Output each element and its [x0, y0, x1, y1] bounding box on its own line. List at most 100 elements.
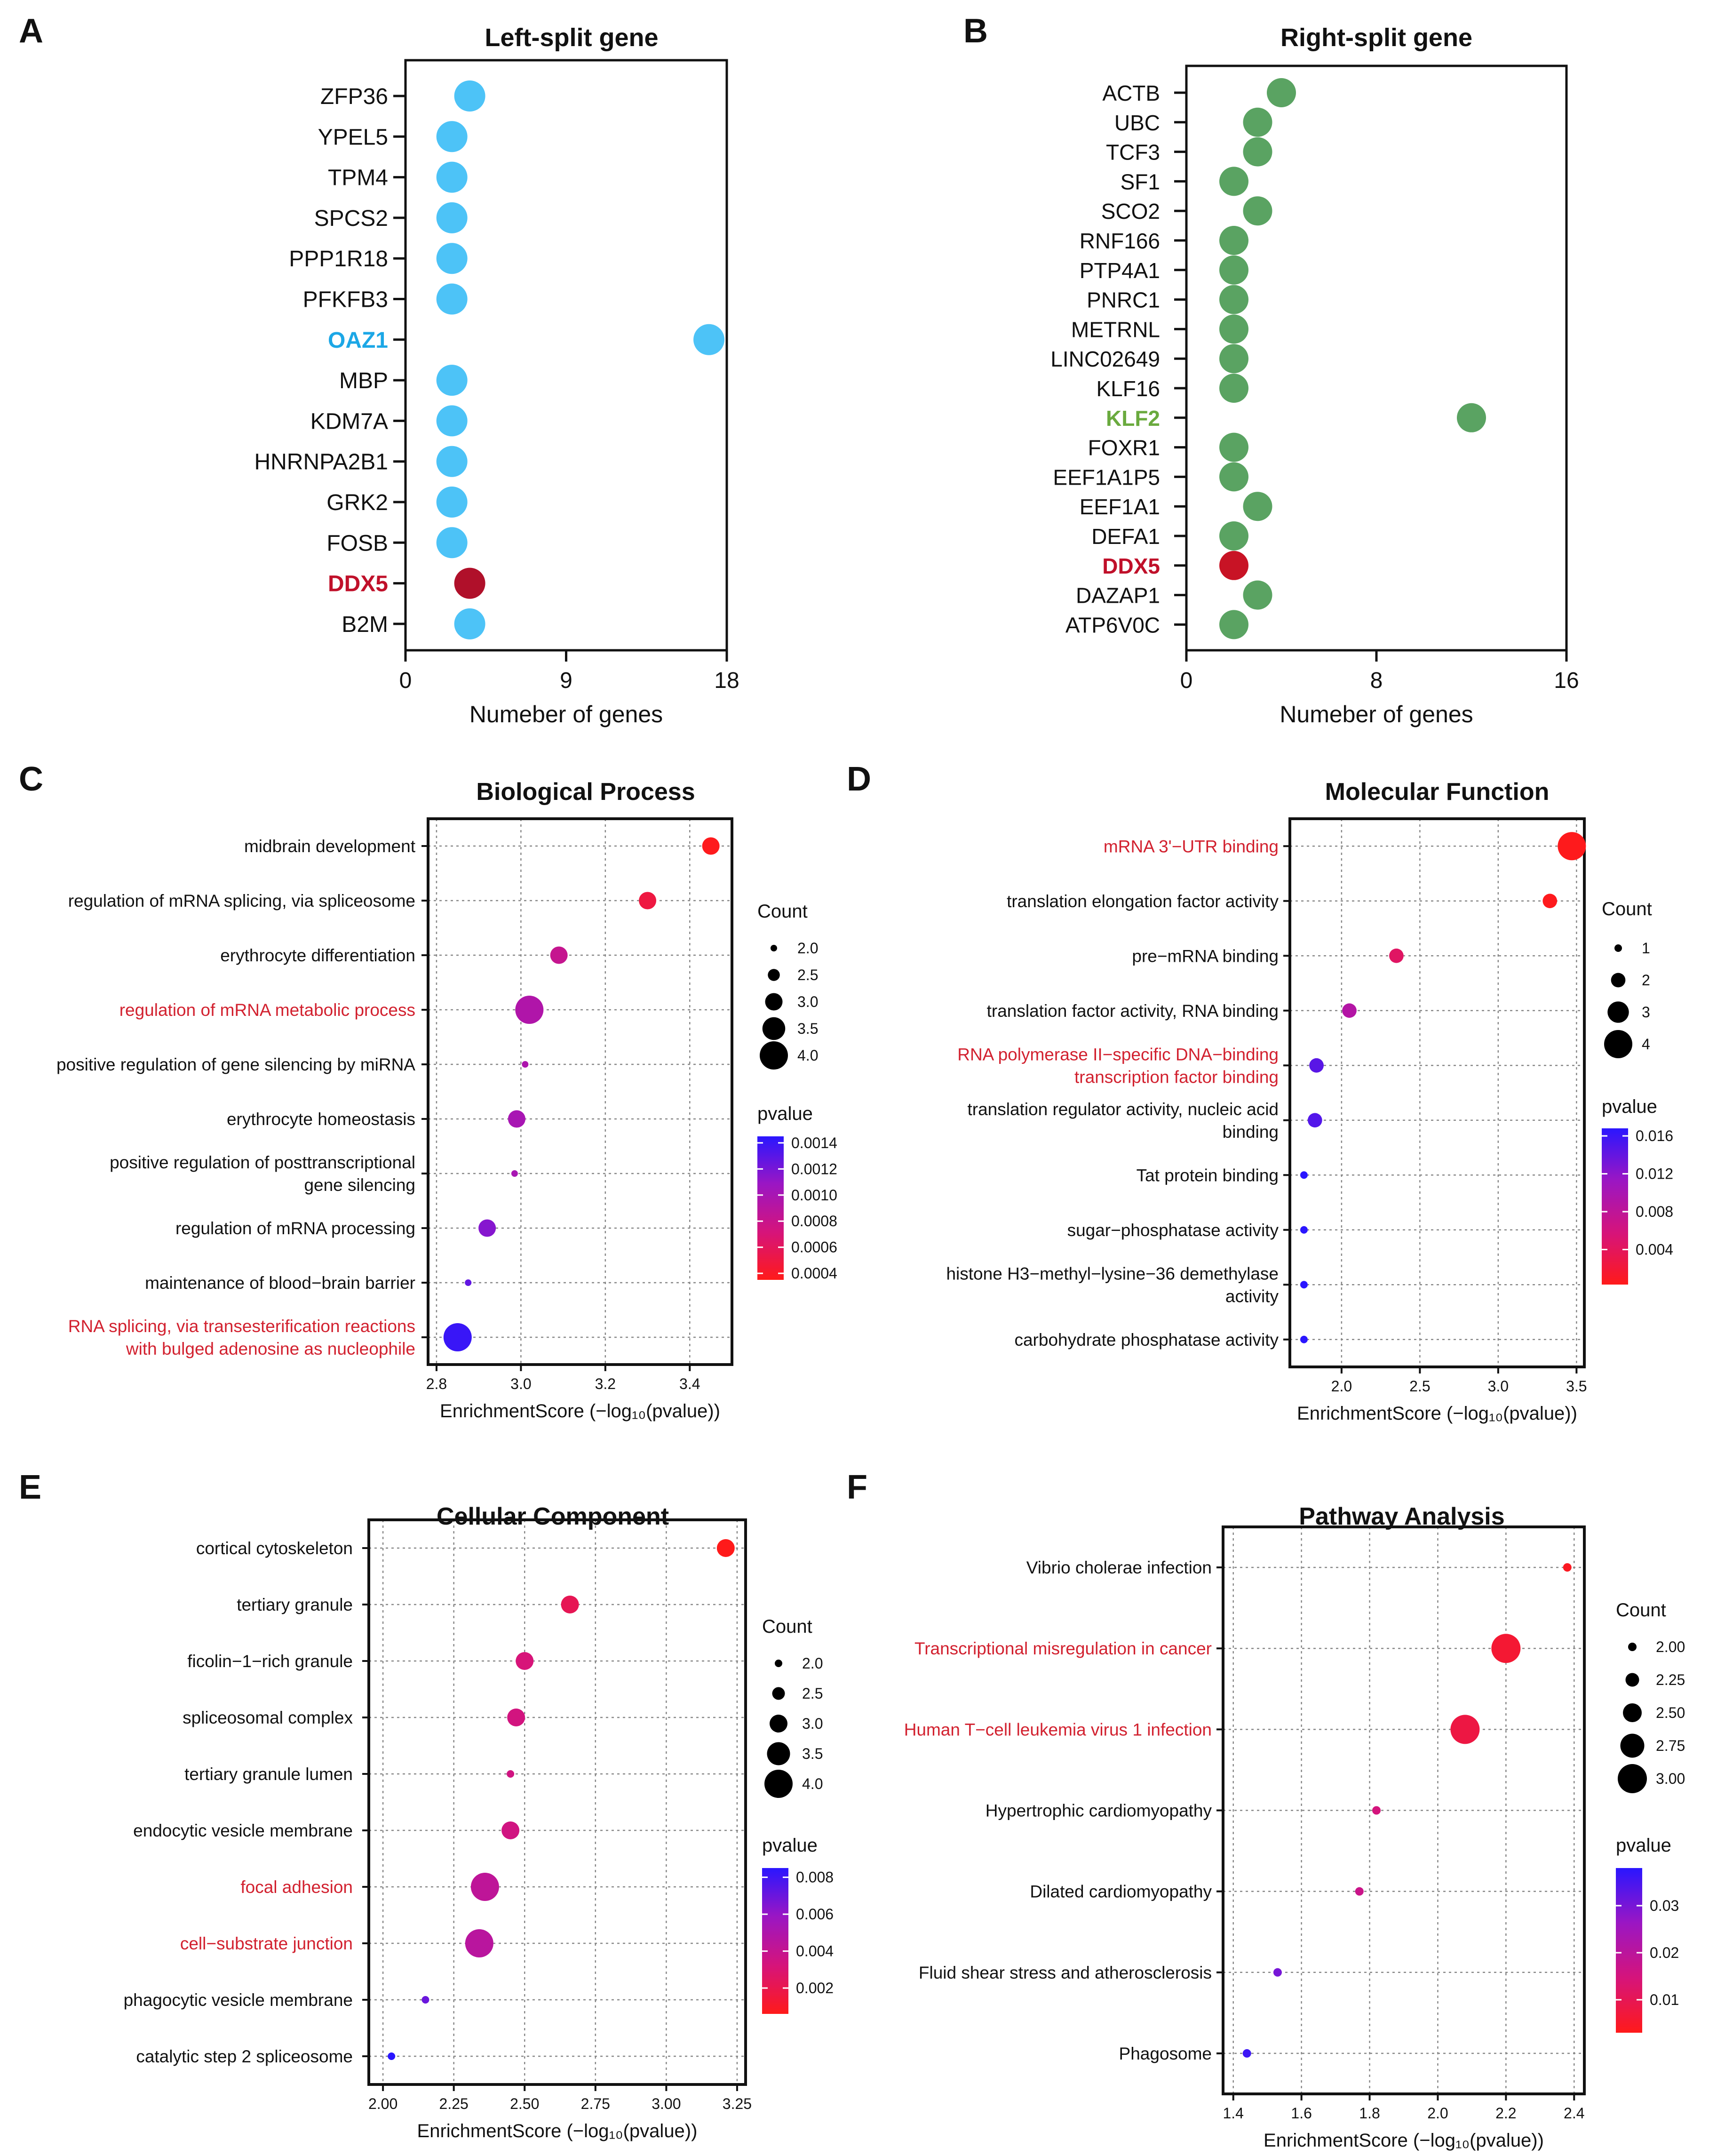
- data-dot: [1219, 285, 1248, 314]
- y-tick-label: HNRNPA2B1: [254, 450, 388, 475]
- count-legend-label: 2.00: [1656, 1638, 1685, 1655]
- plot-frame: [1288, 817, 1586, 1368]
- data-dot: [454, 80, 485, 112]
- y-tick-label: SPCS2: [314, 206, 388, 231]
- data-dot: [436, 202, 468, 233]
- y-tick-label: sugar−phosphatase activity: [1067, 1221, 1279, 1240]
- count-legend-dot: [1618, 1764, 1647, 1793]
- dotplot-a: Left-split gene 0 9 18 Numeber of genes ZFP36…: [254, 24, 739, 727]
- data-bubble: [470, 1873, 499, 1901]
- x-tick-label: 2.0: [1331, 1378, 1352, 1395]
- y-tick-label: DAZAP1: [1076, 583, 1160, 608]
- y-tick-label: endocytic vesicle membrane: [133, 1821, 353, 1840]
- count-legend-dot: [770, 1715, 787, 1733]
- x-tick-label: 3.0: [510, 1375, 531, 1392]
- count-legend-title: Count: [757, 901, 808, 922]
- x-tick-label: 1.8: [1359, 2105, 1380, 2122]
- y-tick-label: positive regulation of posttranscription…: [110, 1153, 415, 1172]
- y-tick-label: EEF1A1: [1080, 495, 1160, 519]
- y-tick-label: MBP: [339, 368, 388, 393]
- count-legend-label: 3.5: [802, 1745, 823, 1762]
- data-dot: [1219, 167, 1248, 196]
- colorbar-tick-label: 0.004: [796, 1943, 834, 1960]
- data-bubble: [1558, 832, 1586, 861]
- y-tick-label: ZFP36: [320, 84, 388, 109]
- pvalue-legend-title: pvalue: [762, 1835, 818, 1856]
- y-tick-label: KDM7A: [310, 409, 388, 434]
- y-tick-label: regulation of mRNA processing: [175, 1219, 415, 1238]
- colorbar-tick-label: 0.0004: [791, 1265, 837, 1282]
- y-tick-label: maintenance of blood−brain barrier: [145, 1273, 415, 1293]
- x-axis-label: Numeber of genes: [1280, 701, 1473, 727]
- data-dot: [1219, 344, 1248, 374]
- y-tick-label: YPEL5: [318, 125, 388, 150]
- y-tick-label: UBC: [1114, 111, 1160, 135]
- count-legend-label: 3.0: [797, 993, 818, 1010]
- panel-letter-f: F: [847, 1469, 867, 1506]
- y-tick-label: OAZ1: [328, 328, 388, 353]
- data-dot: [1219, 432, 1248, 462]
- count-legend-label: 3.0: [802, 1715, 823, 1732]
- x-tick-label: 3.0: [1488, 1378, 1509, 1395]
- count-legend-dot: [1625, 1673, 1639, 1687]
- data-bubble: [1307, 1113, 1322, 1128]
- y-tick-label: regulation of mRNA splicing, via spliceo…: [68, 891, 415, 910]
- data-bubble: [465, 1929, 493, 1957]
- y-tick-label: with bulged adenosine as nucleophile: [126, 1339, 415, 1358]
- x-tick-label: 3.5: [1566, 1378, 1587, 1395]
- data-bubble: [1309, 1058, 1324, 1073]
- data-bubble: [1300, 1281, 1308, 1289]
- data-dot: [1219, 610, 1248, 639]
- data-bubble: [1300, 1335, 1308, 1343]
- count-legend-dot: [1623, 1703, 1642, 1722]
- data-dot: [436, 527, 468, 559]
- data-bubble: [516, 1652, 534, 1670]
- bubbleplot-c: Biological Process 2.8 3.0 3.2 3.4 Enrichment…: [56, 778, 837, 1421]
- y-tick-label: GRK2: [326, 490, 388, 515]
- y-tick-label: translation regulator activity, nucleic …: [967, 1100, 1279, 1119]
- y-tick-label: tertiary granule: [237, 1595, 353, 1614]
- x-tick-label: 2.25: [439, 2095, 469, 2112]
- panel-letter-a: A: [19, 12, 43, 50]
- data-dot: [1243, 107, 1272, 137]
- pvalue-legend-title: pvalue: [1616, 1835, 1671, 1856]
- x-tick-label: 2.0: [1427, 2105, 1448, 2122]
- count-legend-label: 2.0: [802, 1655, 823, 1672]
- y-tick-label: KLF2: [1106, 406, 1160, 431]
- y-tick-label: DDX5: [1102, 554, 1160, 578]
- data-bubble: [515, 996, 544, 1024]
- count-legend-dot: [1628, 1643, 1637, 1651]
- pvalue-colorbar: [1602, 1128, 1628, 1285]
- pvalue-colorbar: [757, 1136, 784, 1280]
- colorbar-tick-label: 0.0010: [791, 1187, 837, 1204]
- bubbleplot-e: Cellular Component 2.00 2.25 2.50 2.75 3.00 3.…: [124, 1503, 834, 2141]
- y-tick-label: DEFA1: [1091, 524, 1160, 549]
- count-legend-label: 2.5: [802, 1685, 823, 1702]
- y-tick-label: Phagosome: [1119, 2044, 1212, 2063]
- count-legend-dot: [767, 1742, 790, 1765]
- panel-letter-d: D: [847, 760, 871, 798]
- y-tick-label: transcription factor binding: [1074, 1067, 1279, 1086]
- data-bubble: [1273, 1968, 1282, 1977]
- pvalue-colorbar: [1616, 1868, 1642, 2033]
- y-tick-label: RNF166: [1080, 229, 1160, 253]
- data-bubble: [1450, 1715, 1480, 1744]
- y-tick-label: Human T−cell leukemia virus 1 infection: [904, 1720, 1212, 1739]
- count-legend-label: 4: [1642, 1036, 1650, 1053]
- count-legend-dot: [771, 945, 777, 951]
- count-legend-dot: [760, 1041, 788, 1070]
- panel-letter-c: C: [19, 760, 43, 798]
- y-tick-label: B2M: [342, 612, 388, 637]
- count-legend-label: 3.00: [1656, 1770, 1685, 1787]
- colorbar-tick-label: 0.008: [796, 1869, 834, 1886]
- colorbar-tick-label: 0.0006: [791, 1239, 837, 1256]
- y-tick-label: ATP6V0C: [1065, 613, 1160, 637]
- count-legend-dot: [1614, 944, 1622, 952]
- y-tick-label: TCF3: [1106, 140, 1160, 165]
- count-legend-dot: [762, 1017, 786, 1040]
- colorbar-tick-label: 0.01: [1650, 1991, 1679, 2008]
- count-legend-label: 2.25: [1656, 1671, 1685, 1688]
- data-dot: [1219, 374, 1248, 403]
- data-bubble: [1491, 1634, 1521, 1663]
